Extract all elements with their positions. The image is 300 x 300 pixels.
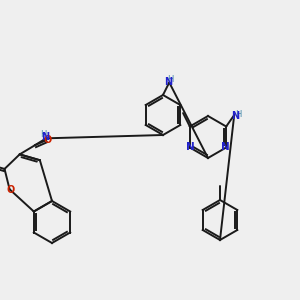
Text: N: N — [231, 111, 239, 121]
Text: N: N — [164, 77, 172, 88]
Text: H: H — [40, 130, 46, 139]
Text: O: O — [7, 185, 15, 195]
Text: H: H — [167, 75, 173, 84]
Text: O: O — [44, 135, 52, 145]
Text: N: N — [41, 132, 49, 142]
Text: N: N — [186, 142, 195, 152]
Text: N: N — [221, 142, 230, 152]
Text: H: H — [235, 110, 242, 118]
